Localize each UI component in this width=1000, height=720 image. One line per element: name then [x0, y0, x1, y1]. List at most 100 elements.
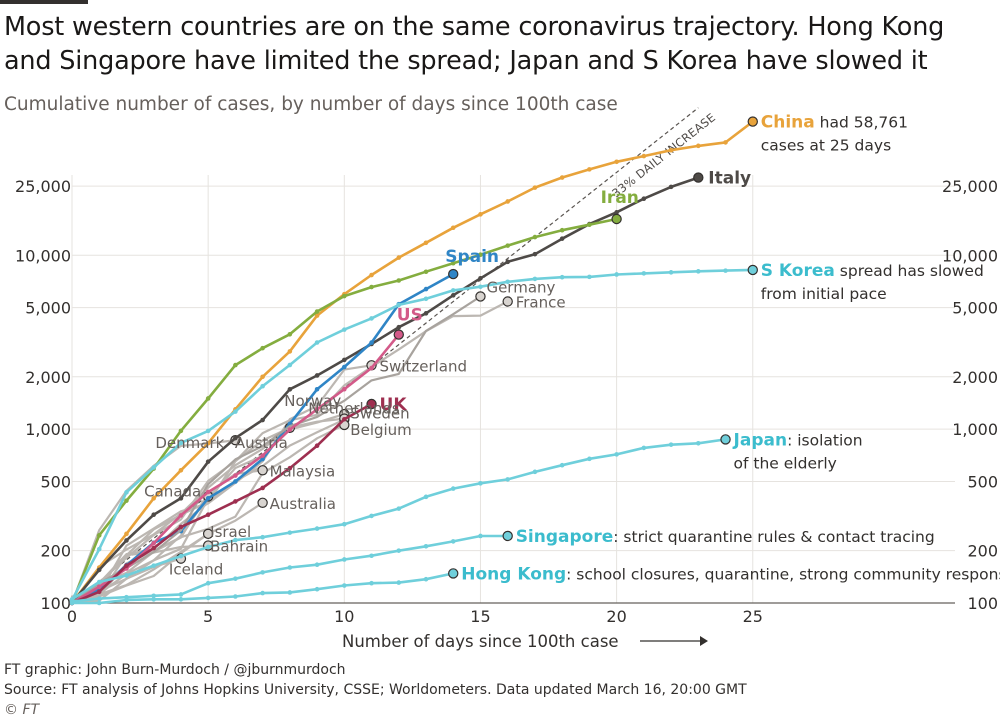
- series-point-us: [342, 386, 347, 392]
- series-point-uk: [260, 485, 265, 491]
- series-point-us: [205, 489, 211, 495]
- series-point-iran: [124, 498, 129, 503]
- series-label-japan: Japan: isolation: [733, 430, 863, 450]
- series-point-japan: [505, 477, 510, 482]
- series-point-spain: [423, 286, 429, 292]
- series-point-s-korea: [314, 340, 320, 345]
- series-point-s-korea: [178, 440, 184, 446]
- series-point-china: [151, 496, 156, 501]
- series-label-italy: Italy: [708, 169, 751, 189]
- series-point-uk: [96, 589, 102, 595]
- series-point-italy: [559, 236, 565, 241]
- reference-line-label: 33% DAILY INCREASE: [609, 110, 718, 200]
- series-point-italy: [532, 251, 538, 257]
- series-point-china: [124, 531, 129, 537]
- series-point-s-korea: [450, 288, 456, 293]
- series-end-marker-spain: [448, 268, 459, 280]
- series-point-singapore: [450, 539, 456, 544]
- series-point-uk: [151, 545, 156, 551]
- series-point-spain: [205, 496, 211, 501]
- series-point-s-korea: [124, 490, 129, 495]
- series-point-japan: [369, 513, 374, 519]
- series-point-singapore: [205, 580, 211, 586]
- series-point-japan: [641, 445, 647, 451]
- series-point-italy: [124, 538, 129, 543]
- series-point-s-korea: [532, 276, 538, 282]
- series-label-hong-kong: Hong Kong: school closures, quarantine, …: [461, 564, 1000, 584]
- x-tick-label-15: 15: [470, 607, 490, 626]
- x-tick-label-5: 5: [203, 607, 213, 626]
- series-point-japan: [559, 462, 565, 468]
- series-point-hong-kong: [342, 583, 347, 588]
- series-label-iran: Iran: [601, 188, 639, 208]
- series-point-uk: [342, 416, 347, 422]
- y-tick-label-right-500: 500: [967, 472, 998, 491]
- series-label-switzerland: Switzerland: [380, 357, 468, 375]
- series-point-iran: [559, 227, 565, 233]
- series-point-singapore: [233, 576, 238, 581]
- series-point-italy: [205, 459, 211, 464]
- series-point-japan: [396, 506, 402, 511]
- series-point-iran: [396, 278, 402, 283]
- series-point-china: [641, 153, 647, 159]
- series-point-s-korea: [478, 284, 483, 290]
- series-point-singapore: [369, 553, 374, 559]
- series-end-marker-s-korea: [747, 264, 758, 276]
- series-point-s-korea: [696, 269, 701, 274]
- series-label-spain: Spain: [445, 247, 499, 267]
- series-label-note2-s-korea: from initial pace: [761, 285, 887, 303]
- series-point-japan: [696, 441, 701, 446]
- series-point-us: [178, 513, 184, 518]
- series-point-italy: [396, 324, 402, 330]
- series-label-note2-china: cases at 25 days: [761, 137, 891, 155]
- series-point-s-korea: [96, 546, 102, 552]
- series-label-malaysia: Malaysia: [270, 462, 336, 480]
- series-point-singapore: [151, 593, 156, 599]
- series-point-italy: [505, 259, 510, 265]
- series-label-uk: UK: [380, 395, 408, 415]
- series-point-italy: [96, 567, 102, 573]
- series-point-italy: [287, 387, 293, 392]
- series-point-iran: [587, 222, 592, 228]
- series-point-china: [396, 255, 402, 260]
- series-end-marker-france: [502, 296, 513, 307]
- series-point-china: [369, 272, 374, 278]
- x-axis-arrow-head: [700, 636, 708, 646]
- series-point-hong-kong: [287, 590, 293, 595]
- series-point-hong-kong: [260, 590, 265, 596]
- y-tick-label-right-1000: 1,000: [952, 420, 998, 439]
- series-point-china: [532, 185, 538, 190]
- footer-source: Source: FT analysis of Johns Hopkins Uni…: [4, 682, 747, 698]
- series-point-italy: [450, 293, 456, 298]
- series-point-uk: [233, 499, 238, 504]
- series-point-s-korea: [587, 274, 592, 280]
- series-point-s-korea: [723, 268, 728, 273]
- series-end-marker-uk: [366, 398, 377, 410]
- series-point-hong-kong: [69, 600, 75, 606]
- y-tick-label-right-5000: 5,000: [952, 299, 998, 318]
- series-point-iran: [478, 252, 483, 258]
- series-label-name-us: US: [397, 306, 423, 326]
- series-point-japan: [124, 573, 129, 578]
- series-label-name-singapore: Singapore: [516, 527, 614, 547]
- series-label-name-japan: Japan: [733, 430, 788, 450]
- series-point-japan: [532, 469, 538, 475]
- series-point-uk: [205, 512, 211, 518]
- series-point-s-korea: [342, 327, 347, 332]
- series-point-japan: [478, 481, 483, 486]
- series-label-note-japan: : isolation: [787, 431, 863, 449]
- series-point-china: [287, 349, 293, 354]
- x-tick-label-20: 20: [606, 607, 626, 626]
- top-accent-bar: [0, 0, 88, 4]
- series-label-belgium: Belgium: [350, 421, 412, 439]
- series-point-japan: [233, 537, 238, 543]
- y-tick-label-left-200: 200: [40, 542, 71, 561]
- series-point-singapore: [314, 562, 320, 568]
- y-tick-label-left-25000: 25,000: [15, 177, 71, 196]
- y-tick-label-left-5000: 5,000: [25, 299, 71, 318]
- series-point-italy: [151, 512, 156, 518]
- series-label-australia: Australia: [270, 495, 336, 513]
- series-label-name-uk: UK: [380, 395, 408, 415]
- series-point-us: [260, 453, 265, 458]
- series-point-italy: [314, 373, 320, 378]
